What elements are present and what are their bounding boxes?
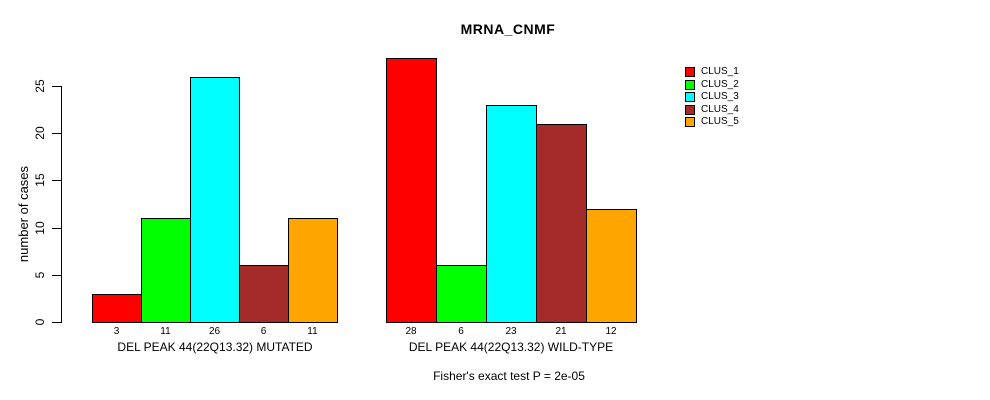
y-axis-line	[61, 86, 62, 323]
legend-label: CLUS_5	[701, 116, 739, 127]
legend-item-clus_2: CLUS_2	[685, 79, 739, 90]
y-axis-tick	[52, 180, 61, 181]
bar-value-label: 3	[113, 326, 120, 337]
legend-item-clus_5: CLUS_5	[685, 116, 739, 127]
x-axis-group-label-1: DEL PEAK 44(22Q13.32) MUTATED	[117, 340, 313, 354]
bar-clus_2-group2	[436, 265, 487, 323]
bar-clus_4-group1	[239, 265, 289, 323]
y-axis-label: number of cases	[16, 165, 31, 263]
legend-label: CLUS_2	[701, 79, 739, 90]
y-axis-tick	[52, 322, 61, 323]
y-axis-tick-label: 10	[33, 221, 47, 235]
bar-value-label: 28	[405, 326, 417, 337]
legend-swatch-clus_2	[685, 79, 695, 90]
y-axis-tick-label: 0	[33, 318, 47, 326]
y-axis-tick	[52, 86, 61, 87]
legend-swatch-clus_5	[685, 116, 695, 127]
chart-title: MRNA_CNMF	[460, 21, 556, 37]
bar-value-label: 11	[160, 326, 171, 337]
bar-clus_3-group2	[486, 105, 537, 323]
bar-value-label: 23	[505, 326, 517, 337]
bar-value-label: 26	[208, 326, 221, 337]
bar-value-label: 21	[555, 326, 567, 337]
y-axis-tick-label: 20	[33, 126, 47, 140]
bar-clus_5-group1	[288, 218, 338, 323]
legend-swatch-clus_4	[685, 104, 695, 115]
legend-label: CLUS_4	[701, 104, 739, 115]
legend-label: CLUS_1	[701, 66, 739, 77]
legend-swatch-clus_1	[685, 66, 695, 77]
bar-clus_4-group2	[536, 124, 587, 323]
bar-value-label: 12	[605, 326, 617, 337]
legend-item-clus_1: CLUS_1	[685, 66, 739, 77]
annotation-fisher-test: Fisher's exact test P = 2e-05	[433, 369, 585, 383]
bar-clus_1-group1	[92, 294, 142, 323]
bar-clus_1-group2	[386, 58, 437, 323]
bar-clus_3-group1	[190, 77, 240, 323]
legend-label: CLUS_3	[701, 91, 739, 102]
legend-swatch-clus_3	[685, 91, 695, 102]
y-axis-tick	[52, 275, 61, 276]
bar-value-label: 6	[260, 326, 267, 337]
bar-value-label: 6	[458, 326, 464, 337]
y-axis-tick-label: 25	[33, 79, 47, 93]
x-axis-group-label-2: DEL PEAK 44(22Q13.32) WILD-TYPE	[408, 340, 614, 354]
y-axis-tick	[52, 133, 61, 134]
legend-item-clus_4: CLUS_4	[685, 104, 739, 115]
bar-clus_5-group2	[586, 209, 637, 323]
bar-value-label: 11	[307, 326, 318, 337]
y-axis-tick-label: 5	[33, 271, 47, 279]
bar-clus_2-group1	[141, 218, 191, 323]
legend-item-clus_3: CLUS_3	[685, 91, 739, 102]
y-axis-tick-label: 15	[33, 173, 47, 187]
y-axis-tick	[52, 228, 61, 229]
